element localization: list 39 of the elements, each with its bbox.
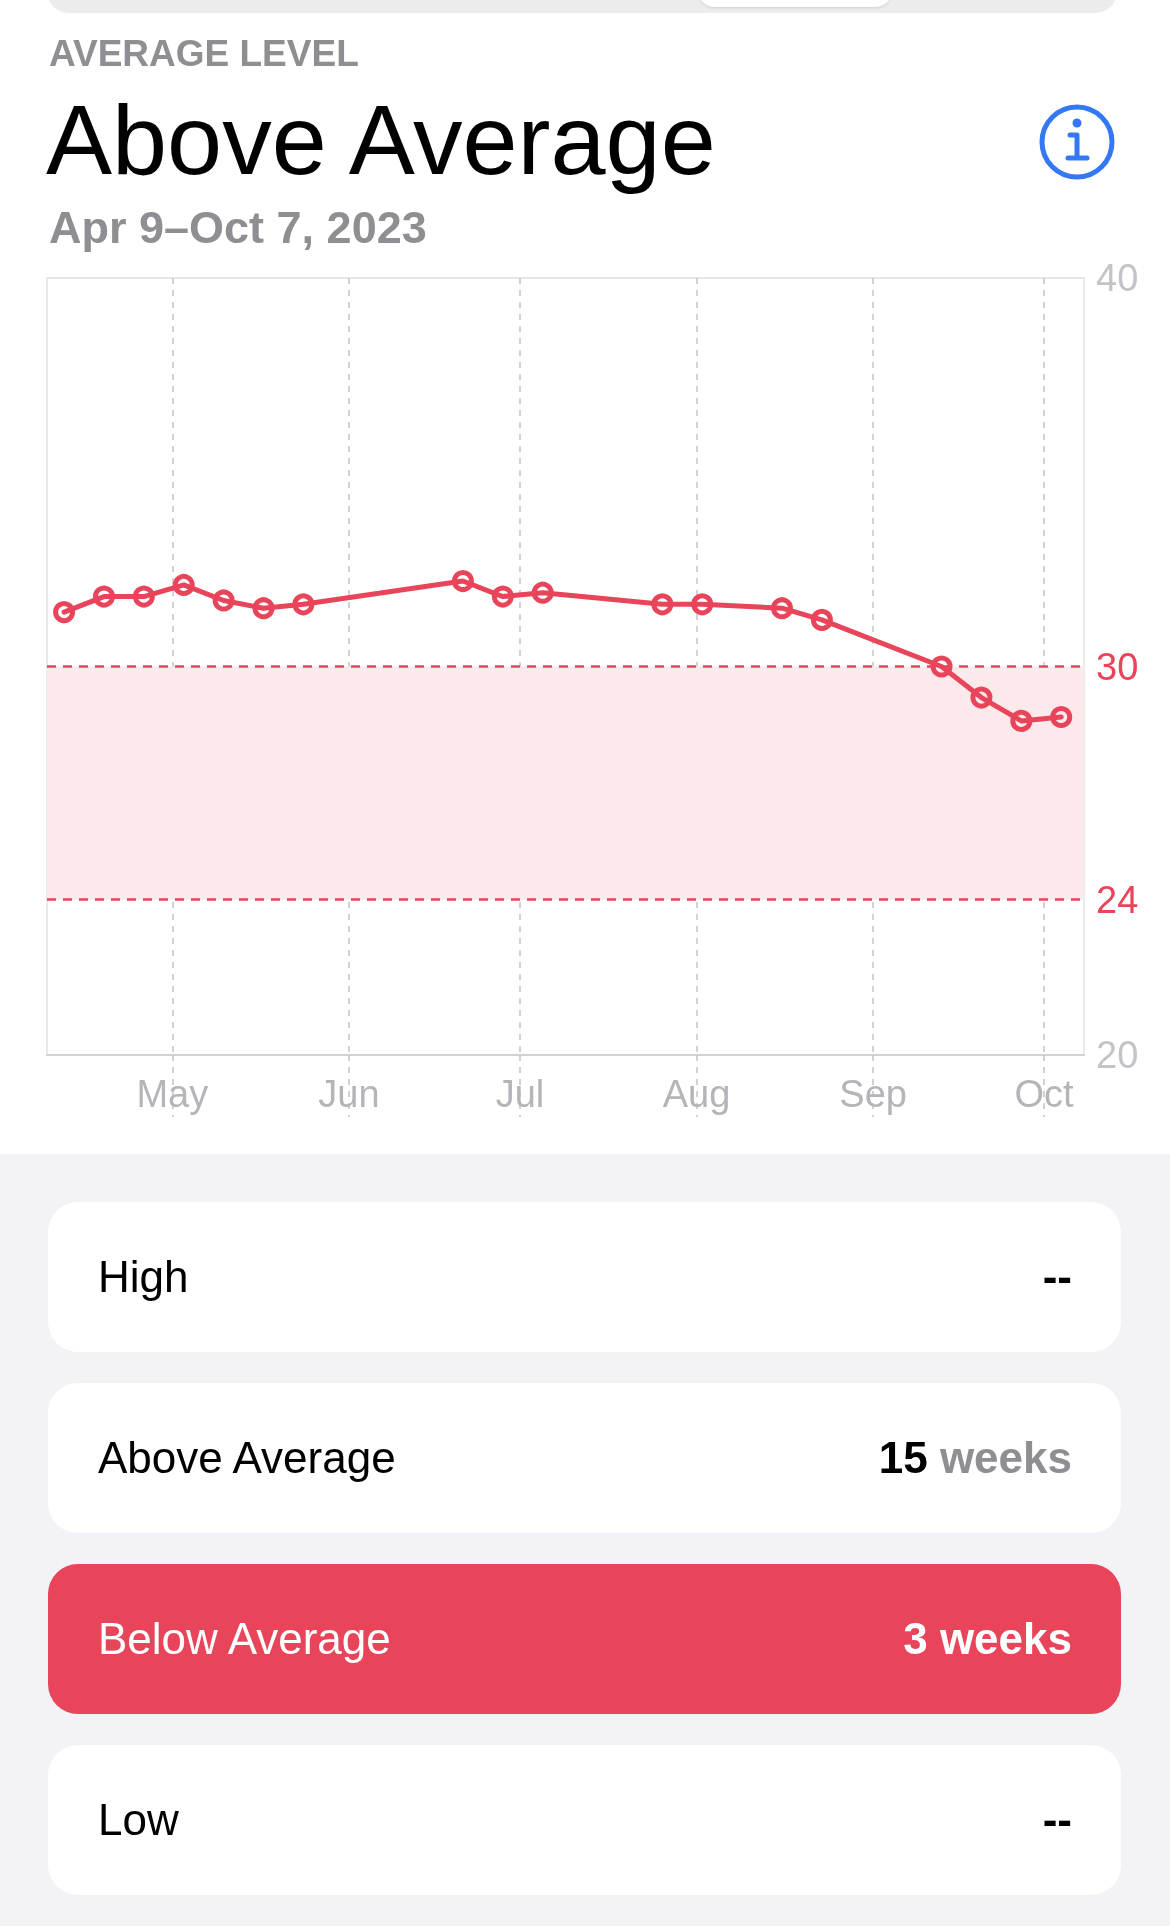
card: Low -- (48, 1745, 1121, 1895)
point (172, 573, 195, 596)
point (93, 585, 115, 608)
ref-line-label: 30 (1096, 645, 1139, 688)
point (691, 593, 714, 616)
point (930, 655, 953, 678)
y-tick-label: 40 (1096, 257, 1139, 299)
card: Below Average 3 weeks (48, 1564, 1121, 1714)
category-label: Above Average (98, 1433, 396, 1482)
category-label: Below Average (98, 1614, 391, 1663)
x-tick-label: Jul (495, 1073, 545, 1115)
point (810, 608, 833, 631)
category-label: Low (98, 1795, 179, 1844)
y-tick-label: 20 (1096, 1034, 1139, 1076)
x-tick-label: Oct (1014, 1073, 1075, 1115)
card: High -- (48, 1202, 1121, 1352)
point (252, 597, 275, 620)
point (53, 601, 76, 624)
point (491, 585, 514, 608)
text: AVERAGE LEVEL (49, 33, 359, 74)
point (132, 585, 155, 608)
point (771, 597, 794, 620)
chart-title: Above Average (46, 84, 716, 195)
x-tick-label: Aug (662, 1073, 731, 1115)
chart-subtitle: Apr 9–Oct 7, 2023 (49, 202, 427, 253)
point (292, 593, 315, 616)
point (651, 593, 674, 616)
x-tick-label: Sep (839, 1073, 907, 1115)
ref-line-label: 24 (1096, 878, 1139, 921)
point (970, 686, 993, 709)
point (1050, 706, 1073, 728)
x-tick-label: Jun (318, 1073, 380, 1115)
point (1010, 709, 1033, 732)
point (451, 570, 474, 593)
card: Above Average 15 weeks (48, 1383, 1121, 1533)
point (212, 589, 235, 612)
category-label: High (98, 1252, 189, 1301)
point (531, 581, 554, 604)
x-tick-label: May (136, 1073, 209, 1115)
